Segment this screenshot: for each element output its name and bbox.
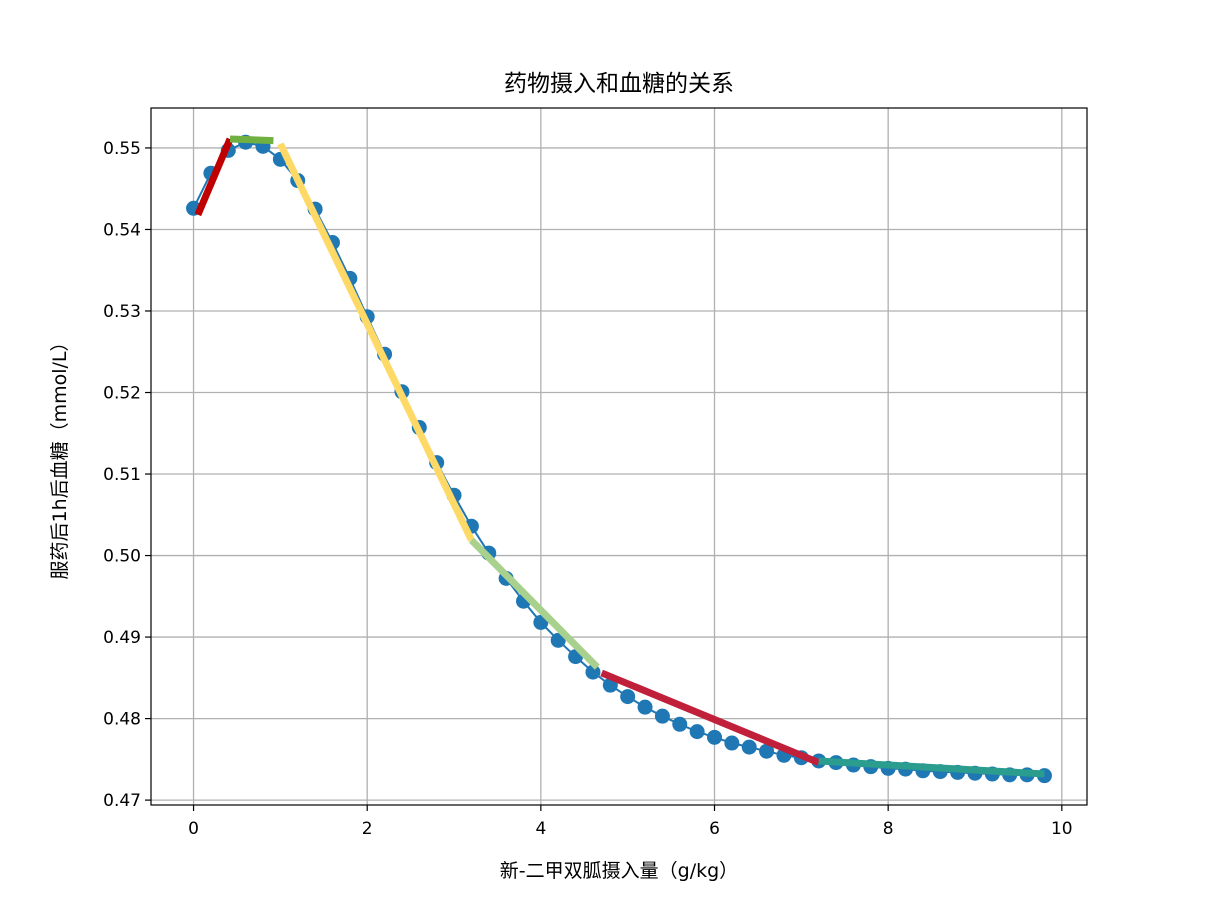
y-tick-label: 0.50 (103, 547, 141, 567)
y-tick-label: 0.49 (103, 628, 141, 648)
x-tick-label: 10 (1051, 819, 1073, 839)
y-tick-label: 0.54 (103, 220, 141, 240)
y-tick-label: 0.47 (103, 791, 141, 811)
fit-segment (277, 142, 475, 542)
data-point (759, 743, 775, 759)
data-point (689, 724, 705, 740)
x-tick-label: 0 (188, 819, 199, 839)
plot-frame (150, 107, 1088, 806)
y-tick-label: 0.51 (103, 465, 141, 485)
fit-segments (194, 135, 1045, 778)
data-point (724, 735, 740, 751)
x-tick-label: 6 (709, 819, 720, 839)
data-point (620, 689, 636, 705)
y-tick-label: 0.55 (103, 139, 141, 159)
data-point (741, 739, 757, 755)
data-point (672, 716, 688, 732)
data-point (707, 729, 723, 745)
x-tick-label: 8 (883, 819, 894, 839)
y-tick-label: 0.48 (103, 710, 141, 730)
y-tick-label: 0.52 (103, 384, 141, 404)
plot-area (151, 108, 1087, 805)
data-point (585, 664, 601, 680)
fit-segment (468, 537, 600, 670)
fit-segment (194, 137, 234, 217)
y-tick-label: 0.53 (103, 302, 141, 322)
x-axis-title: 新-二甲双胍摄入量（g/kg） (500, 860, 738, 882)
fit-segment (818, 757, 1045, 778)
fit-segment (229, 135, 274, 145)
data-point (637, 699, 653, 715)
y-axis: 0.47 0.48 0.49 0.50 0.51 0.52 0.53 0.54 0.55 (103, 139, 151, 811)
data-point (550, 632, 566, 648)
grid (151, 108, 1087, 805)
chart-title: 药物摄入和血糖的关系 (504, 71, 734, 97)
x-axis: 0 2 4 6 8 10 (188, 805, 1073, 839)
x-tick-label: 2 (362, 819, 373, 839)
data-point (654, 708, 670, 724)
fit-segment (600, 669, 821, 766)
x-tick-label: 4 (535, 819, 546, 839)
y-axis-title: 服药后1h后血糖（mmol/L） (49, 332, 71, 579)
